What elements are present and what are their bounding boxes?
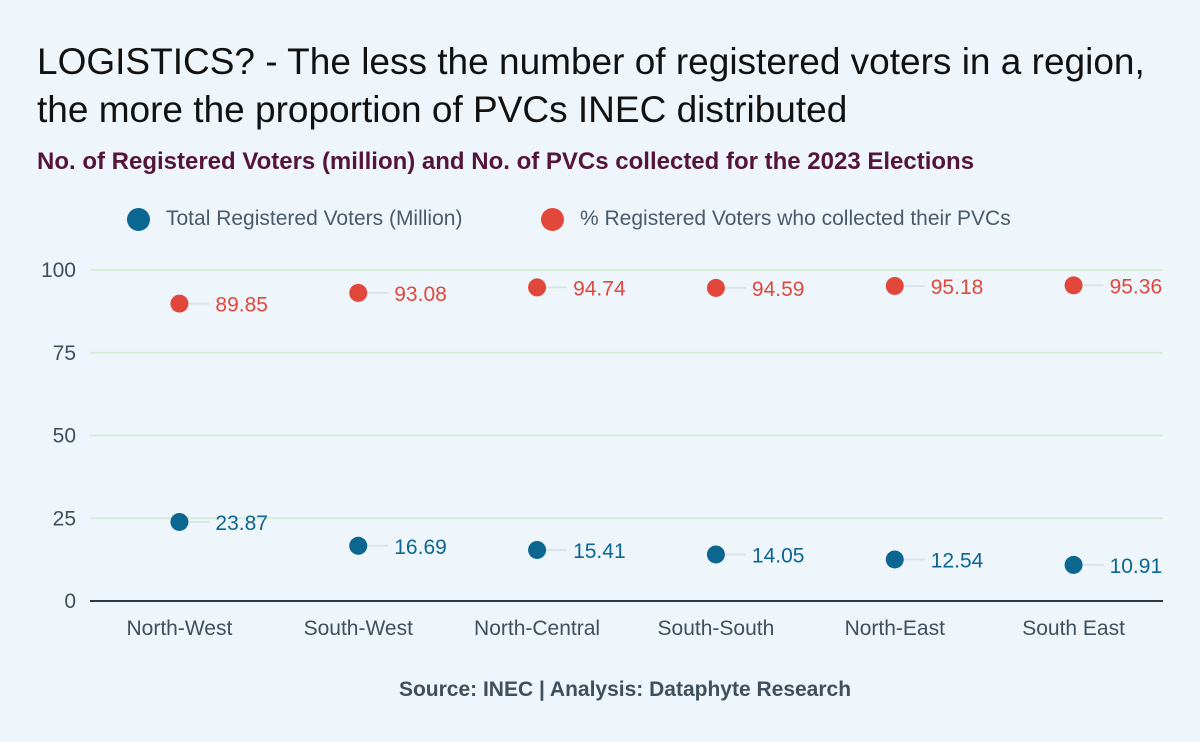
x-tick-label-south-west: South-West (304, 617, 413, 640)
point-voters-south-west (349, 536, 368, 555)
x-tick-label-north-west: North-West (127, 617, 233, 640)
data-label-voters-north-east: 12.54 (931, 549, 984, 572)
y-tick-label-0: 0 (64, 590, 76, 613)
legend-item-voters: Total Registered Voters (Million) (127, 204, 462, 234)
y-tick-label-100: 100 (41, 259, 76, 282)
x-tick-label-north-central: North-Central (474, 617, 600, 640)
data-label-pvcs-south-west: 93.08 (394, 283, 447, 306)
legend: Total Registered Voters (Million) % Regi… (0, 204, 1200, 234)
point-voters-south-east (1064, 555, 1083, 574)
point-voters-north-east (885, 550, 904, 569)
chart-title: LOGISTICS? - The less the number of regi… (37, 41, 1145, 130)
data-label-voters-south-west: 16.69 (394, 536, 447, 559)
data-label-pvcs-north-east: 95.18 (931, 276, 984, 299)
point-voters-north-west (170, 512, 189, 531)
data-label-pvcs-north-central: 94.74 (573, 277, 626, 300)
point-pvcs-north-east (885, 276, 904, 295)
data-label-voters-north-west: 23.87 (215, 512, 268, 535)
point-pvcs-north-west (170, 294, 189, 313)
y-tick-label-50: 50 (53, 425, 76, 448)
y-tick-label-75: 75 (53, 342, 76, 365)
legend-marker-voters (127, 207, 150, 231)
chart-subtitle: No. of Registered Voters (million) and N… (37, 148, 975, 175)
point-pvcs-south-east (1064, 276, 1083, 295)
data-label-pvcs-south-south: 94.59 (752, 278, 805, 301)
data-label-voters-south-east: 10.91 (1110, 555, 1163, 578)
x-tick-label-north-east: North-East (845, 617, 946, 640)
data-label-voters-south-south: 14.05 (752, 544, 805, 567)
point-pvcs-south-west (349, 283, 368, 302)
data-label-voters-north-central: 15.41 (573, 540, 626, 563)
legend-label-pvcs: % Registered Voters who collected their … (580, 207, 1011, 230)
legend-label-voters: Total Registered Voters (Million) (166, 207, 463, 230)
y-tick-label-25: 25 (53, 507, 76, 530)
point-pvcs-south-south (706, 278, 725, 297)
x-tick-label-south-south: South-South (658, 617, 775, 640)
data-label-pvcs-south-east: 95.36 (1110, 275, 1163, 298)
legend-item-pvcs: % Registered Voters who collected their … (541, 204, 1011, 234)
source-note: Source: INEC | Analysis: Dataphyte Resea… (398, 678, 852, 701)
point-voters-south-south (706, 545, 725, 564)
x-tick-label-south-east: South East (1022, 617, 1125, 640)
point-voters-north-central (528, 540, 547, 559)
legend-marker-pvcs (541, 207, 564, 231)
data-label-pvcs-north-west: 89.85 (215, 294, 268, 317)
point-pvcs-north-central (528, 278, 547, 297)
